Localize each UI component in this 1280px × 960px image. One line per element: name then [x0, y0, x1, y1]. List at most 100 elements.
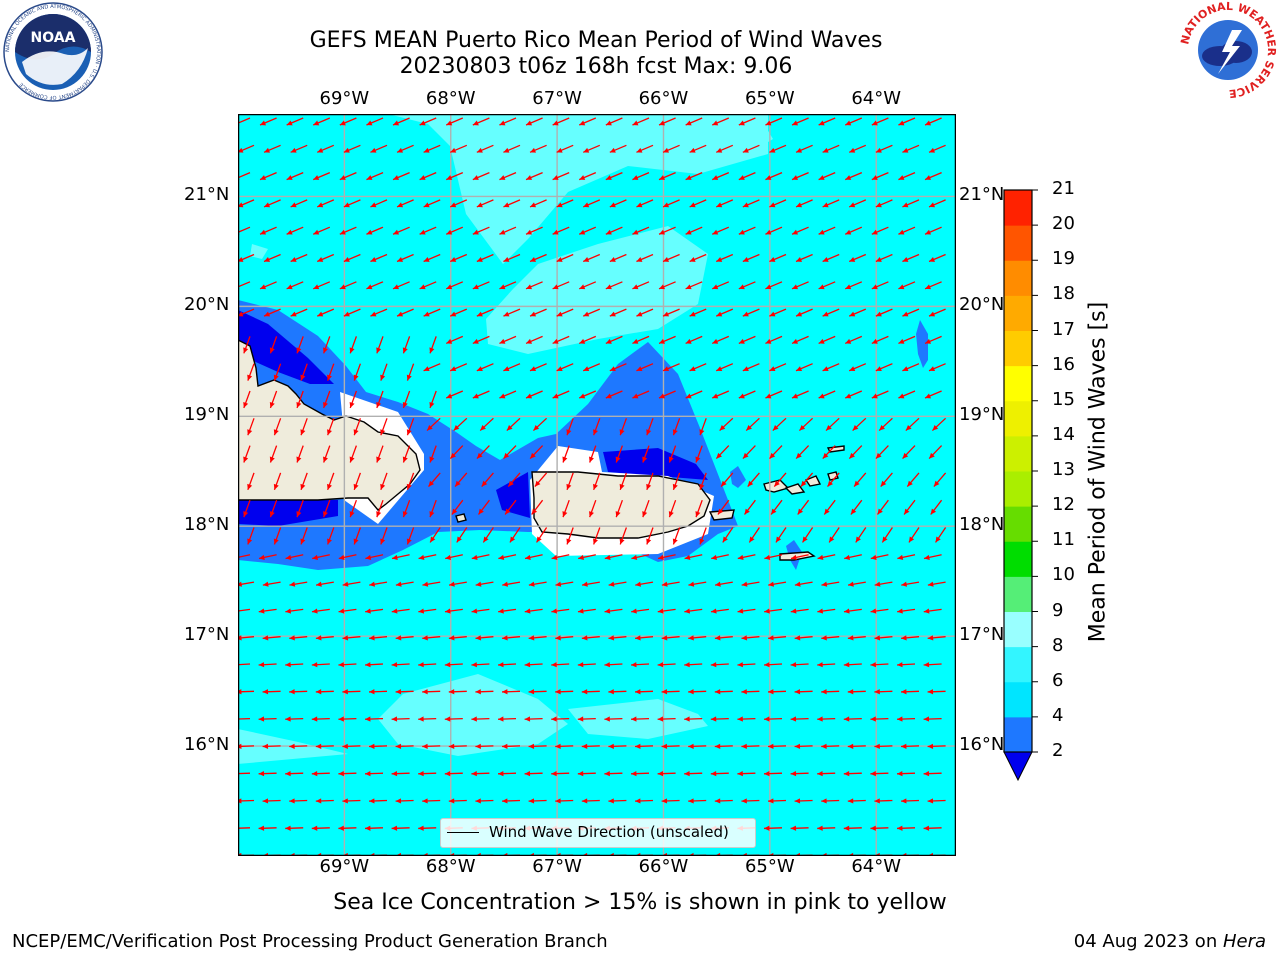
- wind-wave-arrow: [636, 852, 653, 855]
- wind-wave-arrow: [286, 226, 304, 235]
- wind-wave-arrow: [263, 253, 281, 263]
- wind-wave-arrow: [928, 852, 946, 855]
- wind-wave-arrow: [689, 852, 707, 855]
- wind-wave-arrow: [395, 581, 414, 587]
- wind-wave-arrow: [817, 771, 836, 777]
- wind-wave-arrow: [481, 472, 494, 488]
- wind-wave-arrow: [396, 308, 414, 317]
- wind-wave-arrow: [896, 662, 916, 668]
- wind-wave-arrow: [738, 172, 756, 181]
- wind-wave-arrow: [636, 199, 654, 208]
- wind-wave-arrow: [243, 499, 251, 518]
- lon-tick-label: 68°W: [425, 856, 476, 877]
- wind-wave-arrow: [262, 581, 281, 587]
- wind-wave-arrow: [818, 281, 836, 290]
- wind-wave-arrow: [370, 308, 388, 317]
- wind-wave-arrow: [296, 390, 304, 409]
- wind-wave-arrow: [818, 172, 836, 181]
- wind-wave-arrow: [476, 308, 494, 317]
- field-2-4s-east: [916, 320, 928, 368]
- wind-wave-arrow: [822, 308, 840, 317]
- wind-wave-arrow: [524, 554, 543, 560]
- wind-wave-arrow: [765, 390, 783, 399]
- wind-wave-arrow: [900, 798, 920, 804]
- wind-wave-arrow: [456, 527, 468, 543]
- wind-wave-arrow: [529, 308, 547, 317]
- wind-wave-arrow: [711, 554, 729, 560]
- wind-wave-arrow: [699, 527, 707, 545]
- wind-wave-arrow: [825, 417, 840, 432]
- wind-wave-arrow: [247, 472, 255, 491]
- wind-wave-arrow: [391, 716, 410, 722]
- wind-wave-arrow: [818, 226, 836, 235]
- wind-wave-arrow: [370, 144, 388, 153]
- wind-wave-arrow: [497, 716, 517, 722]
- wind-wave-arrow: [555, 635, 574, 641]
- wind-wave-arrow: [286, 281, 304, 290]
- wind-wave-arrow: [472, 117, 490, 126]
- colorbar-segment: [1004, 190, 1032, 226]
- wind-wave-arrow: [661, 743, 680, 749]
- wind-wave-arrow: [822, 363, 840, 372]
- wind-wave-arrow: [402, 499, 411, 518]
- wind-wave-arrow: [844, 172, 863, 181]
- wind-wave-arrow: [578, 281, 597, 290]
- wind-wave-arrow: [343, 852, 361, 855]
- wind-wave-arrow: [342, 798, 361, 804]
- wind-wave-arrow: [551, 662, 570, 668]
- wind-wave-arrow: [343, 253, 361, 263]
- wind-wave-arrow: [476, 144, 494, 153]
- wind-wave-arrow: [532, 417, 548, 432]
- wind-wave-arrow: [258, 608, 277, 614]
- wind-wave-arrow: [323, 336, 331, 354]
- wind-wave-arrow: [285, 554, 304, 560]
- wind-wave-arrow: [636, 308, 654, 317]
- wind-wave-arrow: [737, 554, 756, 560]
- wind-wave-arrow: [924, 172, 942, 181]
- wind-wave-arrow: [931, 417, 947, 432]
- colorbar-tick-label: 20: [1052, 213, 1075, 235]
- wind-wave-arrow: [392, 117, 410, 126]
- wind-wave-arrow: [296, 336, 304, 354]
- wind-wave-arrow: [323, 390, 331, 409]
- wind-wave-arrow: [269, 499, 278, 518]
- wind-wave-arrow: [566, 418, 574, 436]
- wind-wave-arrow: [875, 308, 893, 317]
- wind-wave-arrow: [316, 199, 335, 208]
- wind-wave-arrow: [898, 335, 916, 345]
- wind-wave-arrow: [924, 390, 942, 399]
- wind-wave-arrow: [476, 253, 494, 263]
- wind-wave-arrow: [769, 253, 787, 263]
- wind-wave-arrow: [791, 117, 809, 126]
- wind-wave-arrow: [738, 281, 756, 290]
- wind-wave-arrow: [685, 335, 703, 345]
- wind-wave-arrow: [423, 253, 441, 263]
- wind-wave-arrow: [327, 363, 335, 381]
- wind-wave-arrow: [791, 172, 809, 181]
- wind-wave-arrow: [855, 527, 867, 543]
- wind-wave-arrow: [711, 335, 730, 345]
- wind-wave-arrow: [578, 117, 597, 126]
- wind-wave-arrow: [844, 117, 863, 126]
- wind-wave-arrow: [300, 363, 308, 381]
- wind-wave-arrow: [498, 554, 517, 560]
- wind-wave-arrow: [662, 253, 680, 263]
- wind-wave-arrow: [928, 253, 946, 263]
- wind-wave-arrow: [605, 281, 623, 290]
- wind-wave-arrow: [658, 172, 676, 181]
- wind-wave-arrow: [658, 390, 676, 399]
- wind-wave-arrow: [871, 335, 889, 345]
- wind-wave-arrow: [239, 308, 255, 317]
- wind-wave-arrow: [525, 390, 543, 399]
- footer-machine: Hera: [1222, 931, 1266, 952]
- wind-wave-arrow: [716, 852, 733, 855]
- wind-wave-arrow: [689, 308, 707, 317]
- wind-wave-arrow: [338, 771, 357, 777]
- wind-wave-arrow: [315, 743, 334, 749]
- map-gridlines: [239, 115, 955, 855]
- colorbar-tick-label: 16: [1052, 353, 1075, 375]
- wind-wave-arrow: [311, 608, 330, 614]
- wind-wave-arrow: [765, 226, 783, 235]
- wind-wave-arrow: [471, 662, 490, 668]
- wind-wave-arrow: [898, 117, 916, 126]
